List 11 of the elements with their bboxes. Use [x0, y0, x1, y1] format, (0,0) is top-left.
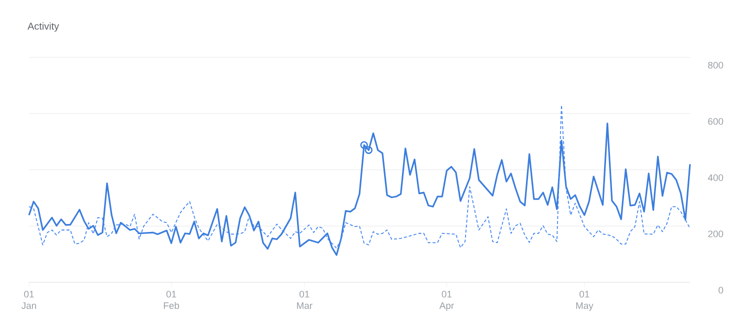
x-tick-label: 01 Feb [164, 290, 180, 309]
y-tick-label: 800 [708, 62, 724, 69]
y-tick-label: 0 [718, 286, 724, 294]
x-tick-label: 01 Jan [22, 290, 36, 309]
y-tick-label: 200 [708, 230, 724, 238]
x-tick-label: 01 Mar [297, 290, 312, 309]
y-tick-label: 600 [708, 118, 724, 125]
x-tick-label: 01 May [576, 290, 594, 311]
chart-title: Activity [28, 22, 60, 32]
x-tick-label: 01 Apr [439, 290, 454, 311]
y-tick-label: 400 [708, 174, 724, 182]
